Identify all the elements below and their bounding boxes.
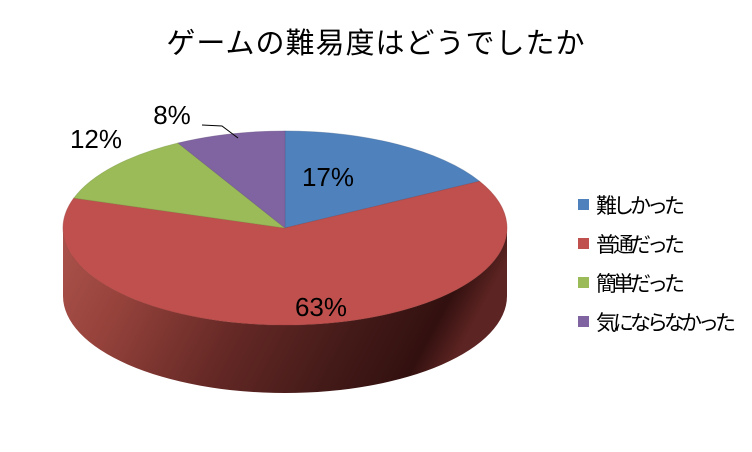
svg-text:17%: 17% (302, 162, 354, 192)
svg-text:8%: 8% (153, 100, 191, 130)
svg-text:63%: 63% (295, 292, 347, 322)
svg-text:12%: 12% (70, 124, 122, 154)
